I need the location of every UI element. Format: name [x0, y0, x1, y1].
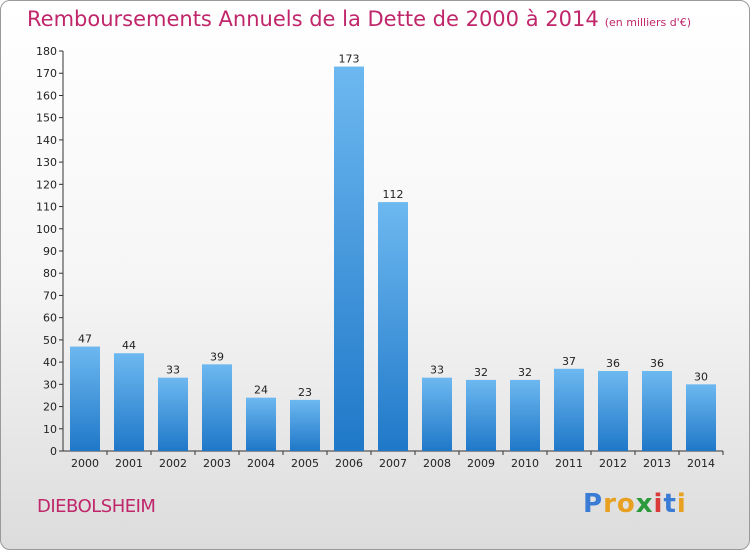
- x-tick-label: 2005: [291, 457, 319, 470]
- bar: [466, 379, 496, 451]
- logo-letter: i: [676, 489, 687, 519]
- y-tick-label: 160: [36, 89, 57, 102]
- y-tick-label: 30: [43, 378, 57, 391]
- unit-note: (en milliers d'€): [604, 16, 691, 29]
- y-tick-label: 180: [36, 45, 57, 58]
- y-tick-label: 20: [43, 401, 57, 414]
- commune-name: DIEBOLSHEIM: [37, 496, 156, 517]
- data-label: 23: [298, 386, 312, 399]
- bar: [422, 377, 452, 451]
- y-tick-label: 100: [36, 223, 57, 236]
- x-tick-label: 2000: [71, 457, 99, 470]
- x-tick-label: 2003: [203, 457, 231, 470]
- chart-title-text: Remboursements Annuels de la Dette de 20…: [27, 7, 599, 31]
- data-label: 24: [254, 384, 268, 397]
- x-tick-label: 2001: [115, 457, 143, 470]
- y-tick-label: 40: [43, 356, 57, 369]
- bar: [554, 368, 584, 451]
- bar: [246, 397, 276, 451]
- logo-letter: P: [583, 489, 604, 519]
- chart-title: Remboursements Annuels de la Dette de 20…: [27, 7, 691, 31]
- x-tick-label: 2002: [159, 457, 187, 470]
- data-label: 44: [122, 339, 136, 352]
- bar: [378, 202, 408, 451]
- proxiti-logo: Proxiti: [583, 489, 687, 519]
- data-label: 112: [383, 188, 404, 201]
- data-label: 37: [562, 355, 576, 368]
- y-tick-label: 10: [43, 423, 57, 436]
- bar: [114, 353, 144, 451]
- bar: [686, 384, 716, 451]
- y-tick-label: 170: [36, 67, 57, 80]
- x-tick-label: 2004: [247, 457, 275, 470]
- y-tick-label: 50: [43, 334, 57, 347]
- x-tick-label: 2007: [379, 457, 407, 470]
- y-tick-label: 90: [43, 245, 57, 258]
- x-tick-label: 2013: [643, 457, 671, 470]
- data-label: 32: [518, 366, 532, 379]
- y-tick-label: 120: [36, 178, 57, 191]
- x-tick-label: 2008: [423, 457, 451, 470]
- y-tick-label: 70: [43, 289, 57, 302]
- y-tick-label: 140: [36, 134, 57, 147]
- data-label: 32: [474, 366, 488, 379]
- logo-letter: t: [663, 489, 677, 519]
- bar: [70, 346, 100, 451]
- y-tick-label: 130: [36, 156, 57, 169]
- y-tick-label: 60: [43, 312, 57, 325]
- y-tick-label: 80: [43, 267, 57, 280]
- logo-letter: o: [616, 489, 636, 519]
- logo-letter: r: [603, 489, 617, 519]
- y-tick-label: 110: [36, 201, 57, 214]
- data-label: 173: [339, 53, 360, 66]
- data-label: 36: [606, 357, 620, 370]
- x-tick-label: 2012: [599, 457, 627, 470]
- bar: [290, 399, 320, 451]
- bar: [598, 371, 628, 451]
- data-label: 36: [650, 357, 664, 370]
- logo-letter: x: [635, 489, 654, 519]
- bar: [642, 371, 672, 451]
- data-label: 39: [210, 350, 224, 363]
- data-label: 47: [78, 333, 92, 346]
- x-tick-label: 2006: [335, 457, 363, 470]
- x-tick-label: 2014: [687, 457, 715, 470]
- y-tick-label: 150: [36, 112, 57, 125]
- data-label: 33: [430, 364, 444, 377]
- x-tick-label: 2009: [467, 457, 495, 470]
- data-label: 33: [166, 364, 180, 377]
- logo-letter: i: [653, 489, 664, 519]
- bar: [202, 364, 232, 451]
- x-tick-label: 2010: [511, 457, 539, 470]
- data-label: 30: [694, 370, 708, 383]
- y-tick-label: 0: [50, 445, 57, 458]
- bar: [334, 66, 364, 452]
- bar: [158, 377, 188, 451]
- x-tick-label: 2011: [555, 457, 583, 470]
- bar: [510, 379, 540, 451]
